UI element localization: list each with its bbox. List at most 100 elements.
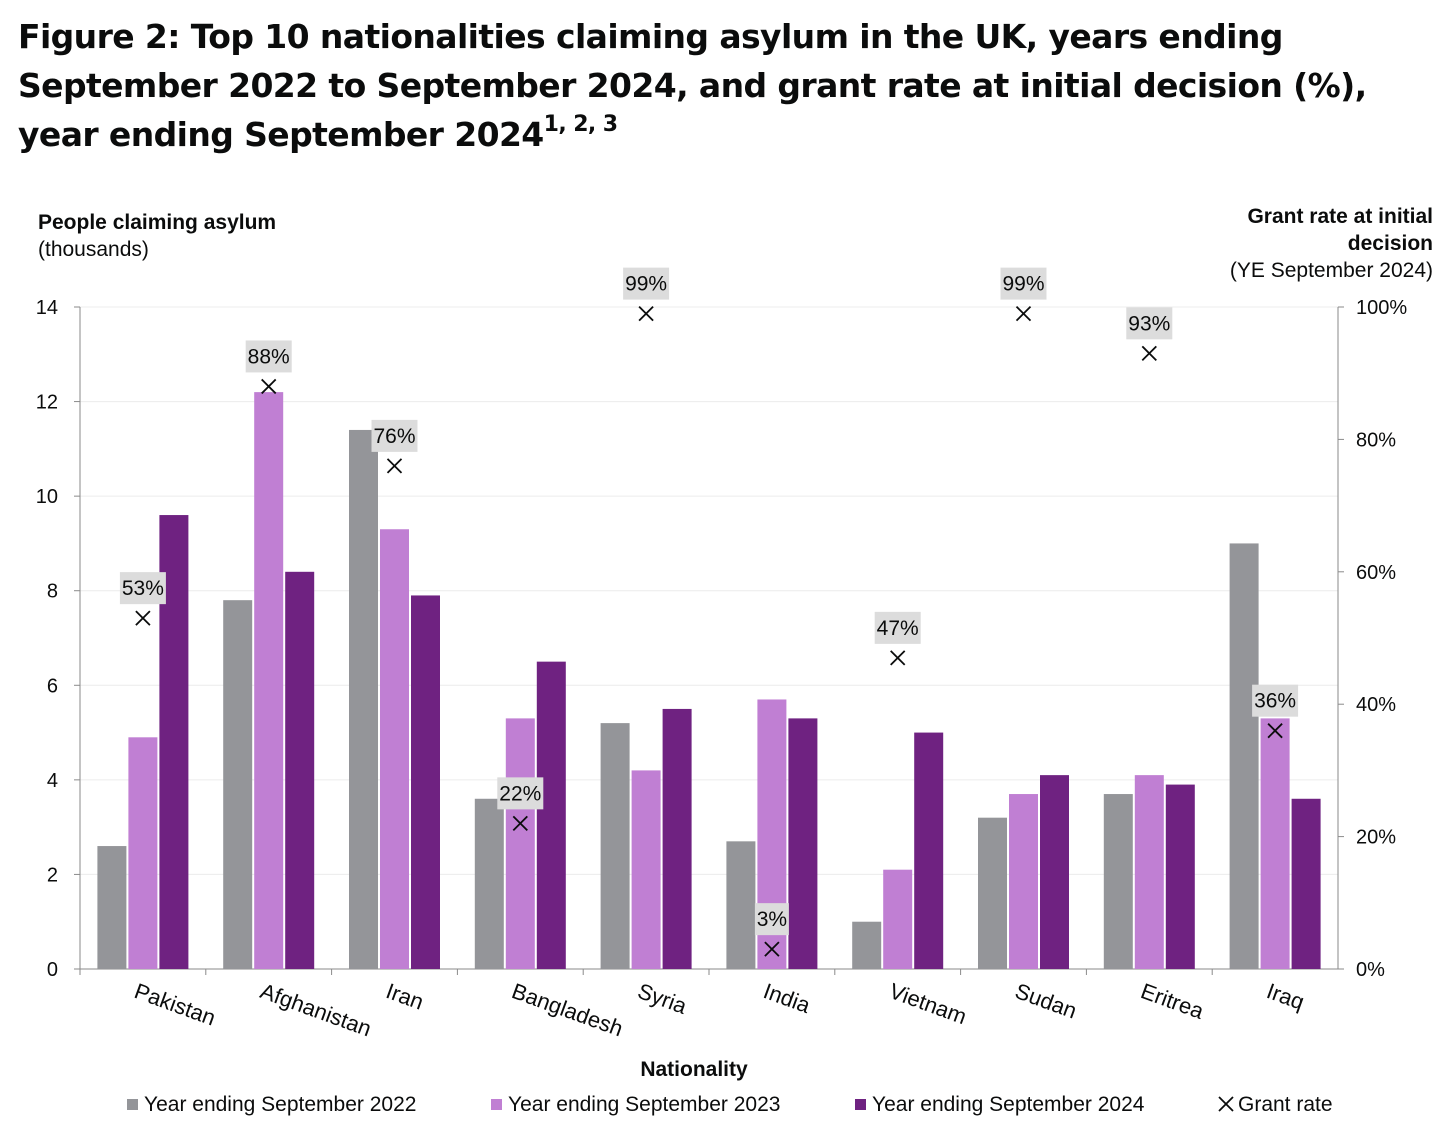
- x-tick-label: Afghanistan: [257, 978, 375, 1041]
- grant-rate-label: 76%: [373, 425, 415, 448]
- bar-bangladesh-series-2: [536, 661, 566, 969]
- bar-eritrea-series-2: [1165, 784, 1195, 969]
- y-left-tick-label: 6: [47, 675, 58, 697]
- grant-rate-label: 88%: [248, 345, 290, 368]
- y-left-tick-label: 10: [36, 486, 58, 508]
- bar-iran-series-0: [349, 429, 378, 969]
- grant-rate-label-bg: [874, 611, 921, 644]
- bar-india-series-0: [726, 841, 756, 969]
- bar-iraq-series-0: [1229, 543, 1259, 969]
- chart-title-text: Figure 2: Top 10 nationalities claiming …: [18, 17, 1367, 154]
- bar-sudan-series-1: [1009, 794, 1038, 969]
- legend-label-2023: Year ending September 2023: [508, 1093, 780, 1116]
- grant-rate-marker: [1015, 305, 1032, 322]
- x-tick-label: Syria: [634, 978, 690, 1019]
- bar-syria-series-0: [600, 723, 630, 969]
- grant-rate-marker: [1141, 345, 1157, 361]
- y-right-tick-label: 100%: [1356, 297, 1407, 319]
- bar-iran-series-2: [411, 595, 440, 969]
- y-left-tick-label: 14: [36, 297, 58, 319]
- grant-rate-label-bg: [245, 340, 292, 373]
- y-right-tick-label: 40%: [1356, 694, 1396, 716]
- grant-rate-label: 3%: [757, 908, 787, 931]
- y-right-tick-label: 20%: [1356, 827, 1396, 849]
- grant-rate-label-bg: [754, 903, 789, 936]
- bar-sudan-series-2: [1040, 775, 1069, 969]
- grant-rate-label: 99%: [1002, 273, 1044, 296]
- y-left-tick-label: 0: [47, 959, 58, 981]
- grant-rate-label: 99%: [625, 273, 667, 296]
- grant-rate-marker: [1267, 723, 1283, 739]
- bar-eritrea-series-0: [1103, 794, 1133, 969]
- legend-swatch-2023: [491, 1099, 502, 1110]
- bar-bangladesh-series-0: [474, 798, 504, 969]
- bar-sudan-series-0: [978, 817, 1007, 969]
- bar-india-series-2: [788, 718, 818, 969]
- grant-rate-marker: [638, 305, 654, 322]
- legend-swatch-2024: [855, 1099, 866, 1110]
- grant-rate-label-bg: [623, 267, 670, 300]
- bar-bangladesh-series-1: [505, 718, 535, 969]
- title-footnotes: 1, 2, 3: [543, 112, 618, 137]
- chart-title: Figure 2: Top 10 nationalities claiming …: [18, 12, 1428, 159]
- grant-rate-marker: [261, 378, 277, 395]
- y-axis-right-title-line1: Grant rate at initial: [1247, 205, 1433, 228]
- bar-iraq-series-1: [1260, 718, 1290, 969]
- grant-rate-label-bg: [1000, 267, 1047, 300]
- x-tick-label: Eritrea: [1138, 978, 1208, 1024]
- grant-rate-marker: [890, 650, 906, 666]
- grant-rate-label-bg: [1126, 307, 1173, 340]
- bar-afghanistan-series-2: [285, 571, 315, 969]
- x-tick-label: Iraq: [1263, 978, 1307, 1014]
- bar-afghanistan-series-0: [223, 600, 253, 969]
- grant-rate-label-bg: [497, 777, 544, 810]
- bar-pakistan-series-0: [97, 846, 127, 969]
- y-right-tick-label: 80%: [1356, 429, 1396, 451]
- grant-rate-markers: 53% 88% 76% 22% 99% 3% 47% 99% 93% 36%: [119, 267, 1299, 957]
- y-right-tick-label: 0%: [1356, 959, 1385, 981]
- legend-cross-icon: [1218, 1096, 1234, 1112]
- grant-rate-label: 47%: [877, 617, 919, 640]
- grant-rate-label: 53%: [122, 577, 164, 600]
- x-tick-label: Sudan: [1012, 978, 1080, 1023]
- bars: [97, 392, 1321, 970]
- bar-vietnam-series-2: [914, 732, 944, 969]
- grant-rate-marker: [386, 458, 403, 474]
- x-tick-label: Vietnam: [886, 978, 970, 1029]
- grant-rate-marker: [135, 610, 151, 626]
- y-left-tick-label: 8: [47, 581, 58, 603]
- legend: Year ending September 2022 Year ending S…: [127, 1093, 1333, 1116]
- bar-vietnam-series-1: [883, 869, 913, 969]
- bar-pakistan-series-1: [128, 737, 158, 969]
- grant-rate-label-bg: [1252, 684, 1299, 717]
- bar-syria-series-2: [662, 708, 692, 969]
- y-left-tick-label: 4: [47, 770, 58, 792]
- bar-vietnam-series-0: [852, 921, 882, 969]
- x-tick-label: Pakistan: [131, 978, 219, 1030]
- legend-label-2022: Year ending September 2022: [144, 1093, 416, 1116]
- x-tick-label: Iran: [383, 978, 427, 1014]
- grant-rate-marker: [512, 815, 528, 831]
- legend-swatch-2022: [127, 1099, 138, 1110]
- y-axis-left-title: People claiming asylum: [38, 211, 276, 234]
- y-left-tick-label: 12: [36, 392, 58, 414]
- bar-syria-series-1: [631, 770, 661, 969]
- bar-eritrea-series-1: [1134, 775, 1164, 969]
- grant-rate-label: 36%: [1254, 690, 1296, 713]
- x-tick-label: India: [760, 978, 814, 1018]
- legend-label-grant-rate: Grant rate: [1238, 1093, 1333, 1116]
- grant-rate-label-bg: [119, 572, 166, 605]
- y-axis-right-title-line2: decision: [1348, 232, 1433, 255]
- y-right-tick-label: 60%: [1356, 562, 1396, 584]
- bar-afghanistan-series-1: [254, 392, 284, 970]
- grant-rate-marker: [764, 941, 780, 957]
- grant-rate-label: 93%: [1128, 312, 1170, 335]
- bar-iran-series-1: [380, 529, 409, 969]
- bar-iraq-series-2: [1291, 798, 1321, 969]
- x-tick-label: Bangladesh: [509, 978, 627, 1041]
- grant-rate-label: 22%: [499, 782, 541, 805]
- y-axis-left-subtitle: (thousands): [38, 238, 149, 261]
- legend-label-2024: Year ending September 2024: [872, 1093, 1145, 1116]
- y-axis-right-subtitle: (YE September 2024): [1230, 259, 1433, 282]
